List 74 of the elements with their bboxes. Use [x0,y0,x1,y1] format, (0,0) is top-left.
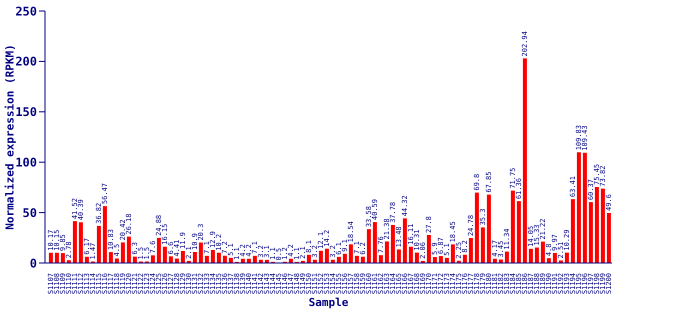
y-tick-label: 50 [22,206,37,220]
y-tick-label: 0 [30,256,37,270]
bar [414,252,419,263]
bar [468,238,473,263]
bar [162,246,167,263]
bar [198,242,203,263]
bar [534,248,539,263]
bar [384,241,389,263]
bar [342,254,347,263]
bar [60,253,65,263]
bar [438,256,443,263]
bar [408,246,413,263]
bar [516,201,521,263]
y-axis-title: Normalized expression (RPKM) [4,44,16,230]
bar [474,192,479,263]
bar [450,244,455,263]
bar [432,257,437,263]
bar [594,186,599,263]
bar [120,242,125,263]
bar [396,249,401,263]
bar [510,190,515,263]
bar [504,252,509,263]
bar [48,252,53,263]
bar [546,258,551,263]
bar [204,256,209,263]
x-axis-title: Sample [308,296,349,309]
bar [522,58,527,263]
bar [552,252,557,263]
bar [570,199,575,263]
bar [402,218,407,263]
bar [168,256,173,263]
bar [564,252,569,263]
bar [54,252,59,263]
bar [324,248,329,263]
bar [354,256,359,263]
bar [252,256,257,263]
bar [108,252,113,263]
bar [126,236,131,263]
bar [600,188,605,263]
bar [180,251,185,263]
bar [132,256,137,263]
y-tick-label: 100 [15,155,37,170]
bar [78,222,83,263]
bar [582,152,587,263]
bar [426,234,431,263]
bar [210,250,215,263]
bar [318,250,323,263]
bar [540,242,545,263]
bar [606,213,611,263]
bar [72,221,77,263]
bar [588,202,593,263]
y-tick-label: 150 [15,105,37,120]
bar [96,226,101,263]
bar [192,252,197,263]
bar [486,194,491,263]
bar [150,255,155,263]
bar [306,254,311,263]
bar [222,256,227,263]
bar [174,258,179,263]
bar [528,248,533,263]
bar [390,224,395,263]
bar [462,254,467,263]
y-tick-label: 250 [15,4,37,18]
bar [372,222,377,263]
bar [216,252,221,263]
bar [378,255,383,263]
bar [348,244,353,263]
bar [102,206,107,263]
bar [576,152,581,263]
bar [480,227,485,263]
bar [156,238,161,263]
bar [366,229,371,263]
bar [336,256,341,263]
y-tick-label: 200 [15,54,37,69]
